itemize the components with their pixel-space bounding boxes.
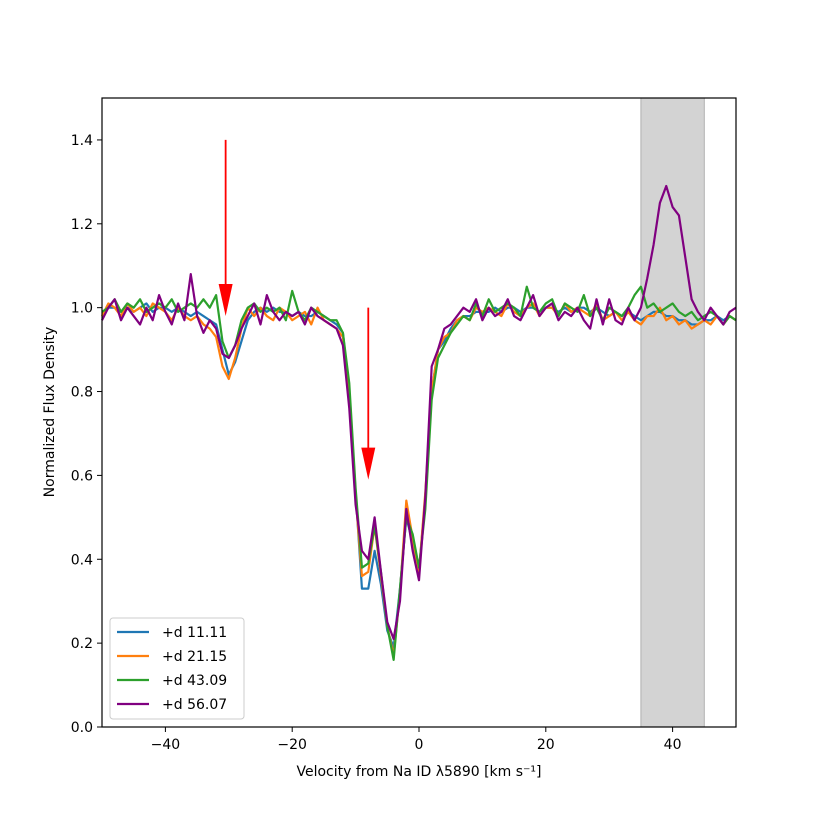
y-tick-label: 0.8 [71,385,93,401]
series-line-4 [101,184,737,641]
x-tick-label: −20 [277,737,307,753]
shaded-region [640,97,705,728]
y-tick-label: 0.6 [71,468,93,484]
legend-label: +d 11.11 [162,625,227,641]
annotation-layer [218,139,376,480]
y-tick-label: 1.4 [71,133,93,149]
arrow-head-2 [361,447,376,480]
y-tick-label: 0.0 [71,720,93,736]
x-tick-label: −40 [151,737,181,753]
x-axis-label: Velocity from Na ID λ5890 [km s⁻¹] [296,764,541,780]
y-tick-label: 1.2 [71,217,93,233]
legend: +d 11.11 +d 21.15 +d 43.09 +d 56.07 [109,617,245,720]
x-tick-label: 40 [664,737,682,753]
arrow-head-1 [218,284,233,317]
legend-label: +d 21.15 [162,649,227,665]
legend-label: +d 56.07 [162,697,227,713]
shaded-region-layer [640,97,705,728]
legend-label: +d 43.09 [162,673,227,689]
legend-box [109,617,245,720]
x-tick-label: 0 [415,737,424,753]
x-tick-label: 20 [537,737,555,753]
y-tick-label: 0.2 [71,636,93,652]
y-tick-label: 1.0 [71,301,93,317]
series-layer [101,184,737,662]
y-axis-ticks: 0.0 0.2 0.4 0.6 0.8 1.0 1.2 1.4 [71,133,102,736]
x-axis-ticks: −40 −20 0 20 40 [151,727,682,753]
y-tick-label: 0.4 [71,552,93,568]
y-axis-label: Normalized Flux Density [42,327,58,498]
